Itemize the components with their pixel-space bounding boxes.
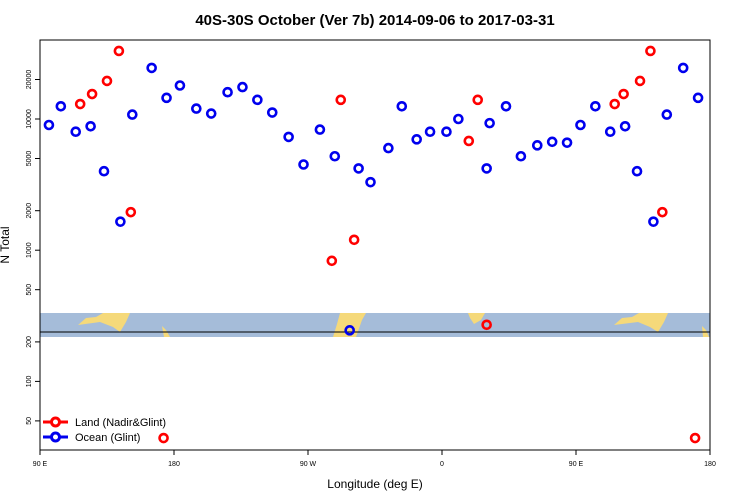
y-axis-label: N Total bbox=[0, 226, 12, 263]
data-point-ocean bbox=[146, 62, 157, 74]
data-point-land bbox=[158, 432, 169, 444]
data-point-ocean bbox=[43, 119, 55, 131]
y-tick-label: 10000 bbox=[26, 109, 33, 129]
data-point-land bbox=[472, 94, 484, 106]
data-point-land bbox=[634, 75, 646, 87]
x-axis-label: Longitude (deg E) bbox=[327, 477, 422, 491]
legend: Land (Nadir&Glint) Ocean (Glint) bbox=[43, 416, 166, 444]
data-point-land bbox=[101, 75, 113, 87]
x-tick-label: 90 E bbox=[33, 461, 48, 468]
data-point-land bbox=[481, 319, 492, 331]
data-point-ocean bbox=[561, 137, 573, 148]
data-point-ocean bbox=[55, 100, 67, 112]
y-tick-label: 5000 bbox=[26, 151, 33, 167]
data-point-ocean bbox=[424, 126, 436, 138]
data-point-ocean bbox=[546, 136, 558, 148]
data-point-ocean bbox=[344, 325, 355, 336]
data-point-ocean bbox=[266, 107, 278, 118]
data-points bbox=[43, 45, 704, 444]
data-point-ocean bbox=[590, 100, 601, 112]
data-point-ocean bbox=[453, 113, 464, 125]
plot-frame bbox=[39, 39, 711, 451]
map-land-australia-repeat bbox=[614, 313, 668, 332]
data-point-ocean bbox=[531, 140, 543, 151]
data-point-land bbox=[125, 206, 137, 218]
map-land-africa bbox=[468, 313, 485, 324]
legend-label-land: Land (Nadir&Glint) bbox=[75, 417, 166, 429]
data-point-ocean bbox=[98, 165, 110, 177]
data-point-ocean bbox=[115, 216, 126, 227]
data-point-ocean bbox=[383, 142, 394, 154]
map-land-south-america bbox=[333, 313, 366, 337]
data-point-ocean bbox=[70, 126, 82, 138]
data-point-ocean bbox=[283, 131, 294, 143]
data-point-land bbox=[645, 45, 656, 57]
x-tick-label: 0 bbox=[440, 461, 444, 468]
data-point-land bbox=[86, 88, 98, 100]
data-point-ocean bbox=[648, 216, 659, 227]
data-point-land bbox=[618, 88, 629, 100]
data-point-ocean bbox=[661, 109, 673, 120]
data-point-land bbox=[348, 234, 360, 246]
map-land-australia bbox=[78, 313, 130, 332]
data-point-ocean bbox=[481, 163, 492, 174]
data-point-ocean bbox=[484, 117, 495, 129]
data-point-ocean bbox=[252, 94, 263, 106]
data-point-ocean bbox=[677, 62, 689, 74]
data-point-ocean bbox=[161, 92, 172, 104]
data-point-ocean bbox=[237, 81, 248, 93]
data-point-ocean bbox=[575, 119, 586, 131]
data-point-ocean bbox=[692, 92, 704, 104]
x-tick-label: 180 bbox=[168, 461, 180, 468]
x-tick-label: 90 E bbox=[569, 461, 584, 468]
legend-marker-ocean bbox=[50, 431, 61, 443]
legend-marker-land bbox=[50, 416, 61, 428]
data-point-ocean bbox=[411, 134, 422, 145]
map-ocean bbox=[40, 313, 710, 337]
y-tick-label: 200 bbox=[26, 336, 33, 348]
x-tick-label: 180 bbox=[704, 461, 716, 468]
y-tick-label: 500 bbox=[26, 284, 33, 296]
y-tick-label: 1000 bbox=[26, 242, 33, 258]
data-point-land bbox=[463, 135, 475, 147]
y-tick-label: 100 bbox=[26, 375, 33, 387]
chart-title: 40S-30S October (Ver 7b) 2014-09-06 to 2… bbox=[195, 12, 554, 29]
legend-label-ocean: Ocean (Glint) bbox=[75, 432, 140, 444]
data-point-ocean bbox=[500, 100, 512, 112]
y-tick-label: 2000 bbox=[26, 203, 33, 219]
data-point-land bbox=[657, 206, 668, 218]
data-point-ocean bbox=[515, 150, 527, 162]
data-point-ocean bbox=[191, 103, 202, 114]
y-tick-label: 50 bbox=[26, 417, 33, 425]
data-point-land bbox=[113, 45, 125, 57]
data-point-ocean bbox=[631, 165, 643, 177]
data-point-ocean bbox=[174, 80, 186, 91]
data-point-ocean bbox=[365, 176, 376, 188]
data-point-ocean bbox=[604, 126, 616, 138]
data-point-ocean bbox=[127, 109, 138, 120]
y-tick-label: 20000 bbox=[26, 70, 33, 90]
data-point-ocean bbox=[619, 120, 631, 132]
x-tick-label: 90 W bbox=[300, 461, 317, 468]
data-point-ocean bbox=[353, 163, 364, 174]
data-point-ocean bbox=[298, 159, 309, 170]
data-point-land bbox=[74, 98, 86, 110]
data-point-ocean bbox=[441, 126, 452, 138]
y-axis: 50 100 200 500 1000 2000 5000 10000 20000 bbox=[26, 70, 40, 425]
data-point-land bbox=[335, 94, 347, 106]
data-point-land bbox=[326, 255, 338, 267]
data-point-ocean bbox=[396, 100, 408, 112]
data-point-ocean bbox=[205, 108, 217, 119]
map-band bbox=[40, 313, 710, 337]
data-point-ocean bbox=[85, 120, 96, 132]
data-point-ocean bbox=[329, 150, 341, 162]
data-point-land bbox=[689, 432, 701, 444]
data-point-ocean bbox=[222, 86, 233, 98]
data-point-land bbox=[609, 98, 621, 110]
data-point-ocean bbox=[314, 124, 326, 135]
x-axis: 90 E 180 90 W 0 90 E 180 bbox=[33, 450, 716, 468]
